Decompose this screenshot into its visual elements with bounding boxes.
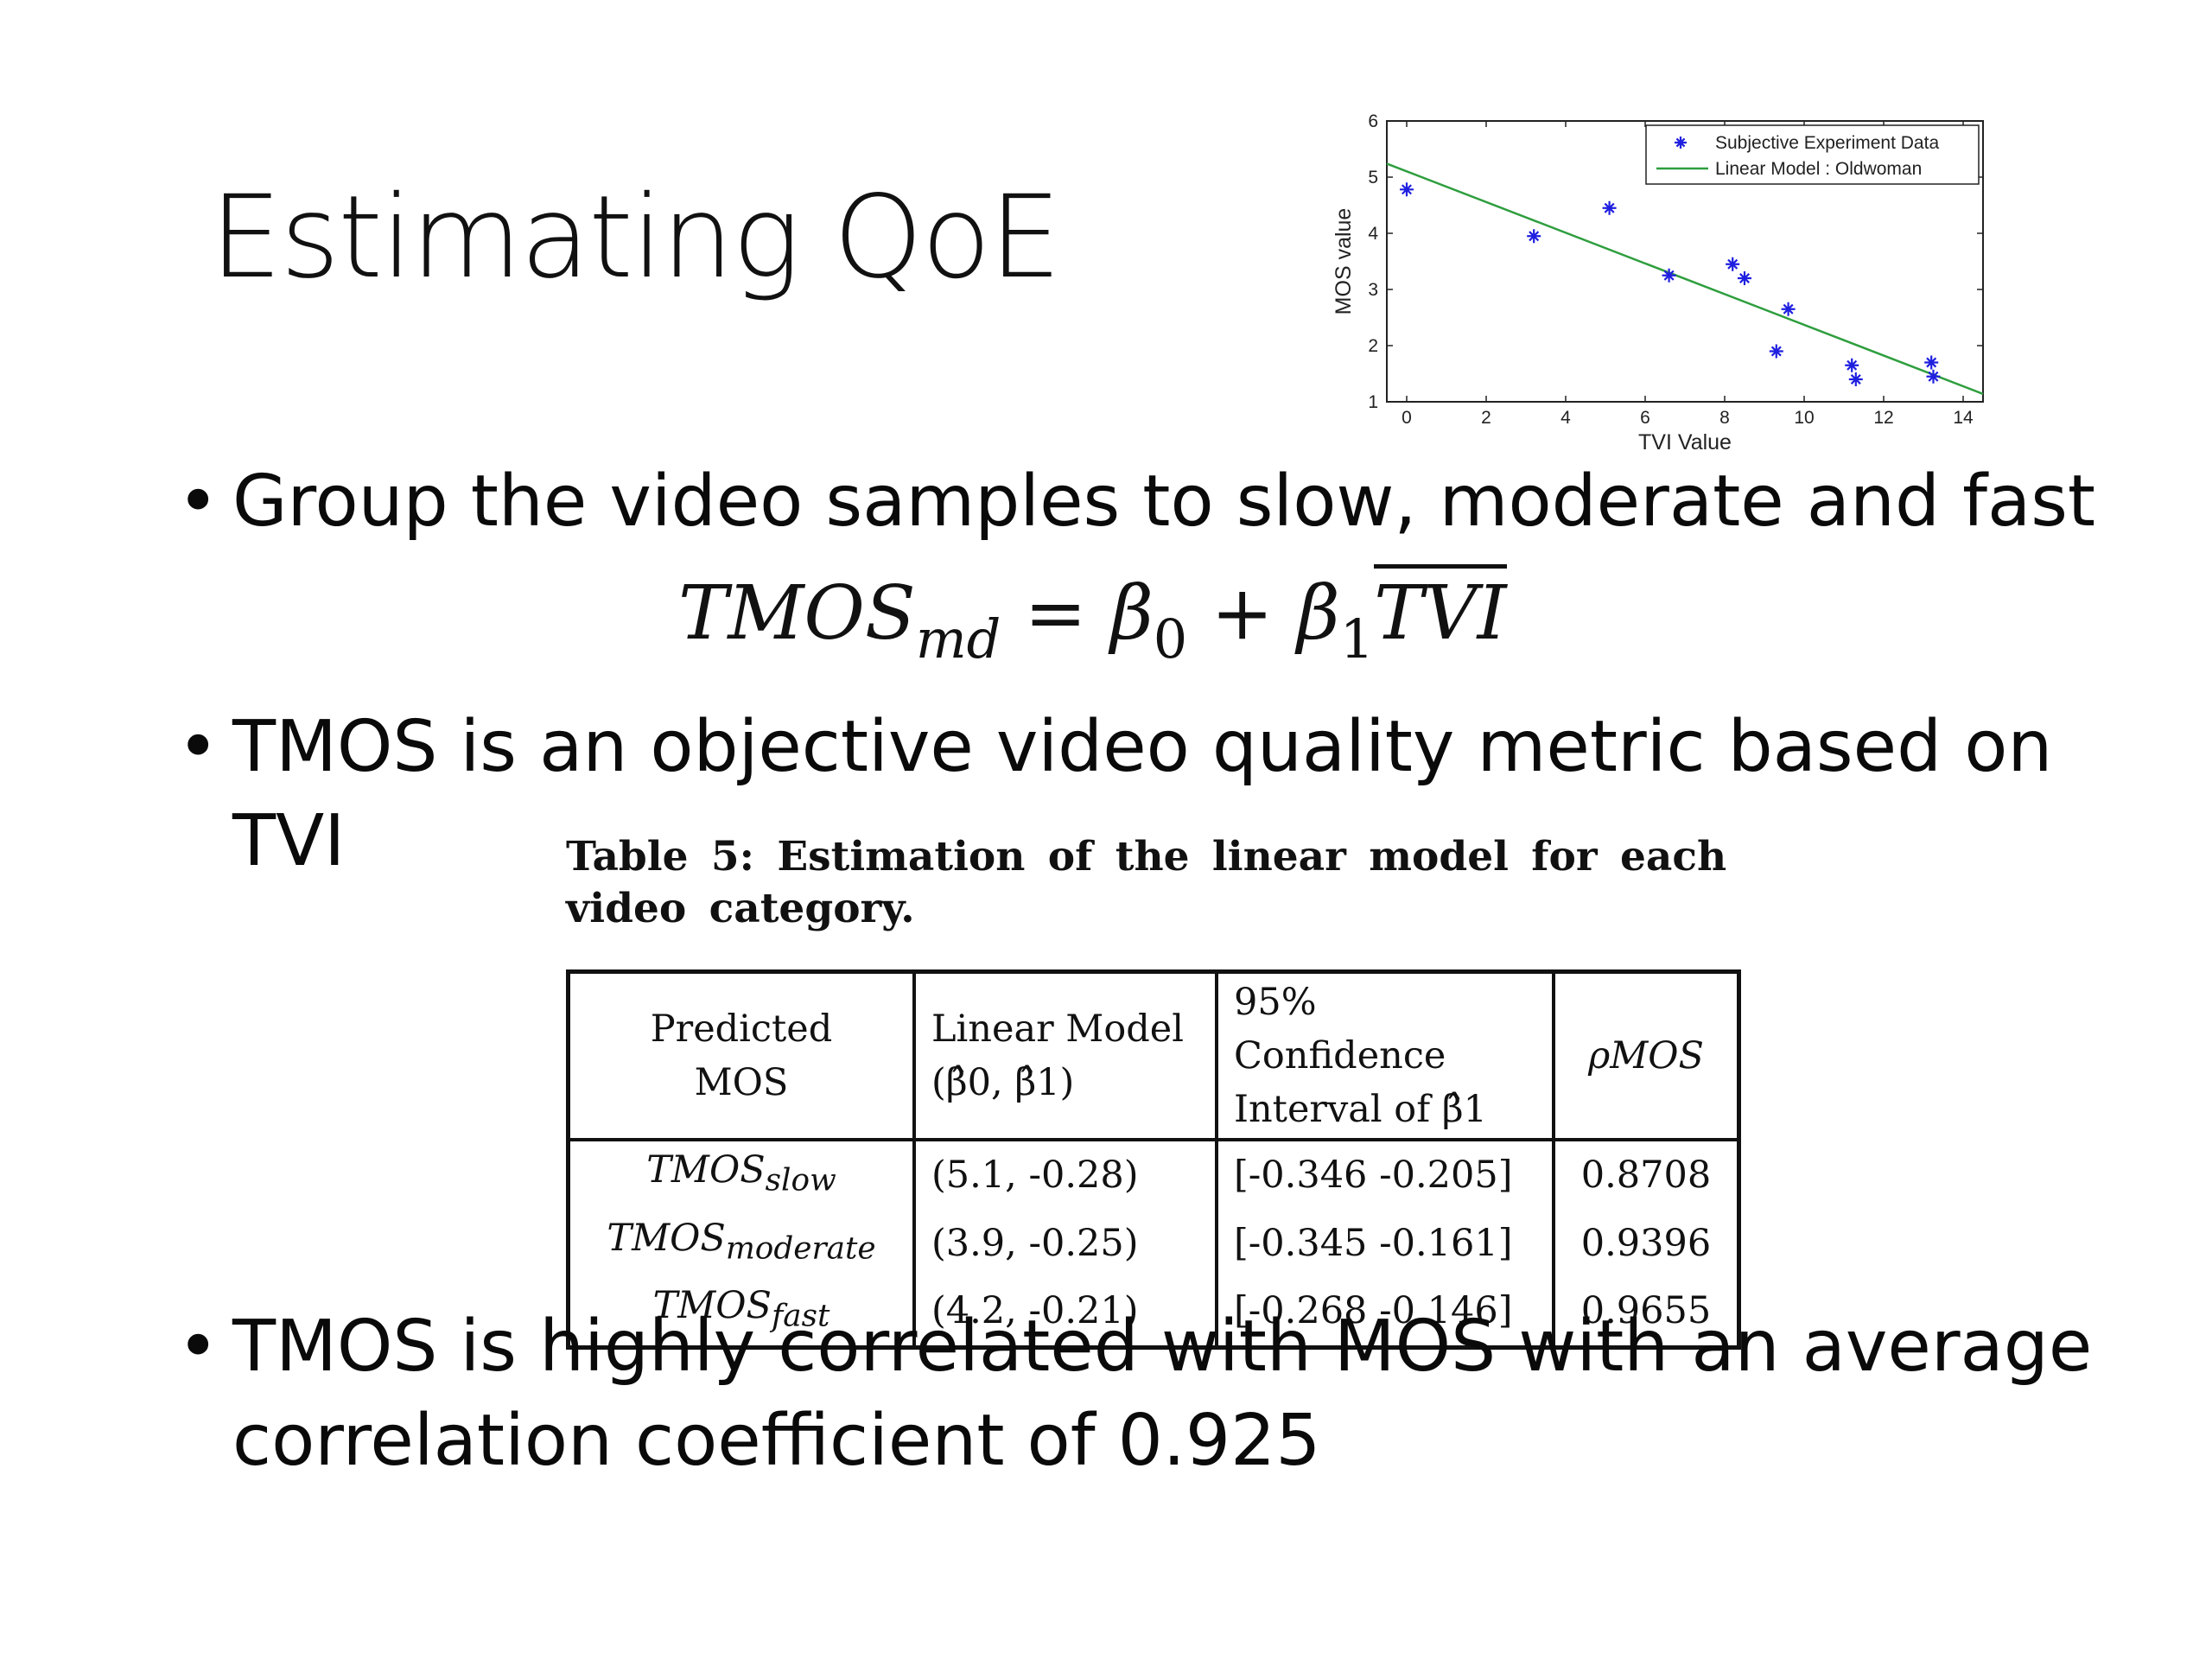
formula-tvi-mean: TVI	[1374, 564, 1507, 657]
data-point-star	[1845, 358, 1859, 372]
header-line: 95% Confidence	[1234, 981, 1446, 1077]
header-line: Linear Model	[931, 1007, 1184, 1051]
header-line: MOS	[694, 1061, 789, 1104]
y-tick-label: 5	[1368, 168, 1378, 188]
formula-beta0-sub: 0	[1153, 607, 1188, 671]
x-tick-label: 2	[1481, 408, 1491, 428]
bullet-glyph: •	[177, 1306, 219, 1388]
formula-plus: +	[1211, 570, 1274, 657]
linear-model-line	[1386, 162, 1984, 396]
legend-star-marker	[1675, 137, 1687, 149]
bullet-text: TMOS is highly correlated with MOS with …	[232, 1306, 2093, 1388]
data-point-star	[1926, 369, 1941, 384]
formula-lhs-sub: md	[915, 607, 1001, 671]
header-predicted-mos: Predicted MOS	[566, 971, 916, 1141]
x-axis-label: TVI Value	[1638, 430, 1732, 454]
bullet-glyph: •	[177, 706, 219, 788]
model-sub: moderate	[725, 1230, 876, 1267]
header-rho-mos: ρMOS	[1552, 971, 1741, 1141]
formula-beta0: β	[1110, 570, 1154, 657]
bullet-text-continued: correlation coefficient of 0.925	[232, 1400, 1321, 1482]
data-point-star	[1848, 372, 1863, 386]
data-point-star	[1527, 229, 1541, 244]
data-point-star	[1924, 355, 1939, 370]
cell-rho: 0.9655	[1552, 1277, 1741, 1348]
data-point-star	[1738, 271, 1751, 285]
bullet-text: TMOS is an objective video quality metri…	[232, 706, 2053, 788]
header-line: Interval of β̂1	[1234, 1088, 1488, 1131]
cell-params: (3.9, -0.25)	[912, 1209, 1218, 1278]
model-name: TMOS	[652, 1284, 772, 1328]
x-tick-label: 8	[1719, 408, 1730, 428]
model-sub: fast	[772, 1298, 830, 1334]
data-point-star	[1400, 182, 1414, 197]
bullet-text-continued: TVI	[232, 800, 346, 882]
cell-params: (5.1, -0.28)	[912, 1140, 1218, 1210]
header-line: Predicted	[650, 1007, 833, 1051]
x-tick-label: 4	[1560, 408, 1571, 428]
cell-model: TMOSfast	[566, 1277, 916, 1348]
cell-rho: 0.8708	[1552, 1140, 1741, 1210]
model-sub: slow	[765, 1162, 836, 1198]
table-row-slow: TMOSslow (5.1, -0.28) [-0.346 -0.205] 0.…	[566, 1140, 1741, 1210]
table-row-fast: TMOSfast (4.2, -0.21) [-0.268 -0.146] 0.…	[566, 1277, 1741, 1348]
header-line: (β̂0, β̂1)	[931, 1061, 1075, 1104]
data-point-star	[1726, 257, 1740, 271]
y-axis-label: MOS value	[1332, 208, 1356, 315]
cell-model: TMOSslow	[566, 1140, 916, 1210]
estimation-table: Predicted MOS Linear Model (β̂0, β̂1) 95…	[566, 969, 1741, 1350]
table-caption: Table 5: Estimation of the linear model …	[566, 831, 1776, 935]
cell-ci: [-0.345 -0.161]	[1215, 1209, 1555, 1278]
x-tick-label: 6	[1640, 408, 1650, 428]
formula-beta1-sub: 1	[1339, 607, 1375, 671]
cell-rho: 0.9396	[1552, 1209, 1741, 1278]
y-tick-label: 1	[1368, 392, 1378, 412]
header-confidence-interval: 95% Confidence Interval of β̂1	[1215, 971, 1555, 1141]
model-name: TMOS	[646, 1148, 766, 1192]
bullet-glyph: •	[177, 461, 219, 543]
cell-ci: [-0.268 -0.146]	[1215, 1277, 1555, 1348]
model-name: TMOS	[607, 1216, 726, 1260]
y-tick-label: 3	[1368, 280, 1378, 300]
table-row-moderate: TMOSmoderate (3.9, -0.25) [-0.345 -0.161…	[566, 1209, 1741, 1278]
table-caption-line2: video category.	[566, 885, 915, 932]
legend-label-model: Linear Model : Oldwoman	[1715, 159, 1922, 179]
cell-model: TMOSmoderate	[566, 1209, 916, 1278]
data-point-star	[1602, 200, 1617, 215]
cell-params: (4.2, -0.21)	[912, 1277, 1218, 1348]
y-tick-label: 4	[1368, 224, 1378, 244]
formula-lhs: TMOS	[678, 570, 916, 657]
data-point-star	[1781, 302, 1796, 316]
table-caption-line1: Table 5: Estimation of the linear model …	[566, 833, 1727, 880]
x-tick-label: 12	[1873, 408, 1893, 428]
y-tick-label: 2	[1368, 336, 1378, 356]
formula-equals: =	[1024, 570, 1087, 657]
slide-title: Estimating QoE	[210, 171, 1061, 304]
data-point-star	[1769, 344, 1783, 359]
formula-beta1: β	[1297, 570, 1340, 657]
legend-box	[1645, 124, 1980, 185]
legend-label-data: Subjective Experiment Data	[1715, 133, 1939, 153]
table-header-row: Predicted MOS Linear Model (β̂0, β̂1) 95…	[566, 971, 1741, 1141]
bullet-text: Group the video samples to slow, moderat…	[232, 461, 2096, 543]
data-point-star	[1662, 268, 1676, 283]
tmos-formula: TMOSmd = β0 + β1TVI	[678, 564, 1507, 671]
x-tick-label: 14	[1953, 408, 1974, 428]
cell-ci: [-0.346 -0.205]	[1215, 1140, 1555, 1210]
header-linear-model: Linear Model (β̂0, β̂1)	[912, 971, 1218, 1141]
x-tick-label: 0	[1402, 408, 1412, 428]
y-tick-label: 6	[1368, 111, 1378, 131]
x-tick-label: 10	[1794, 408, 1814, 428]
